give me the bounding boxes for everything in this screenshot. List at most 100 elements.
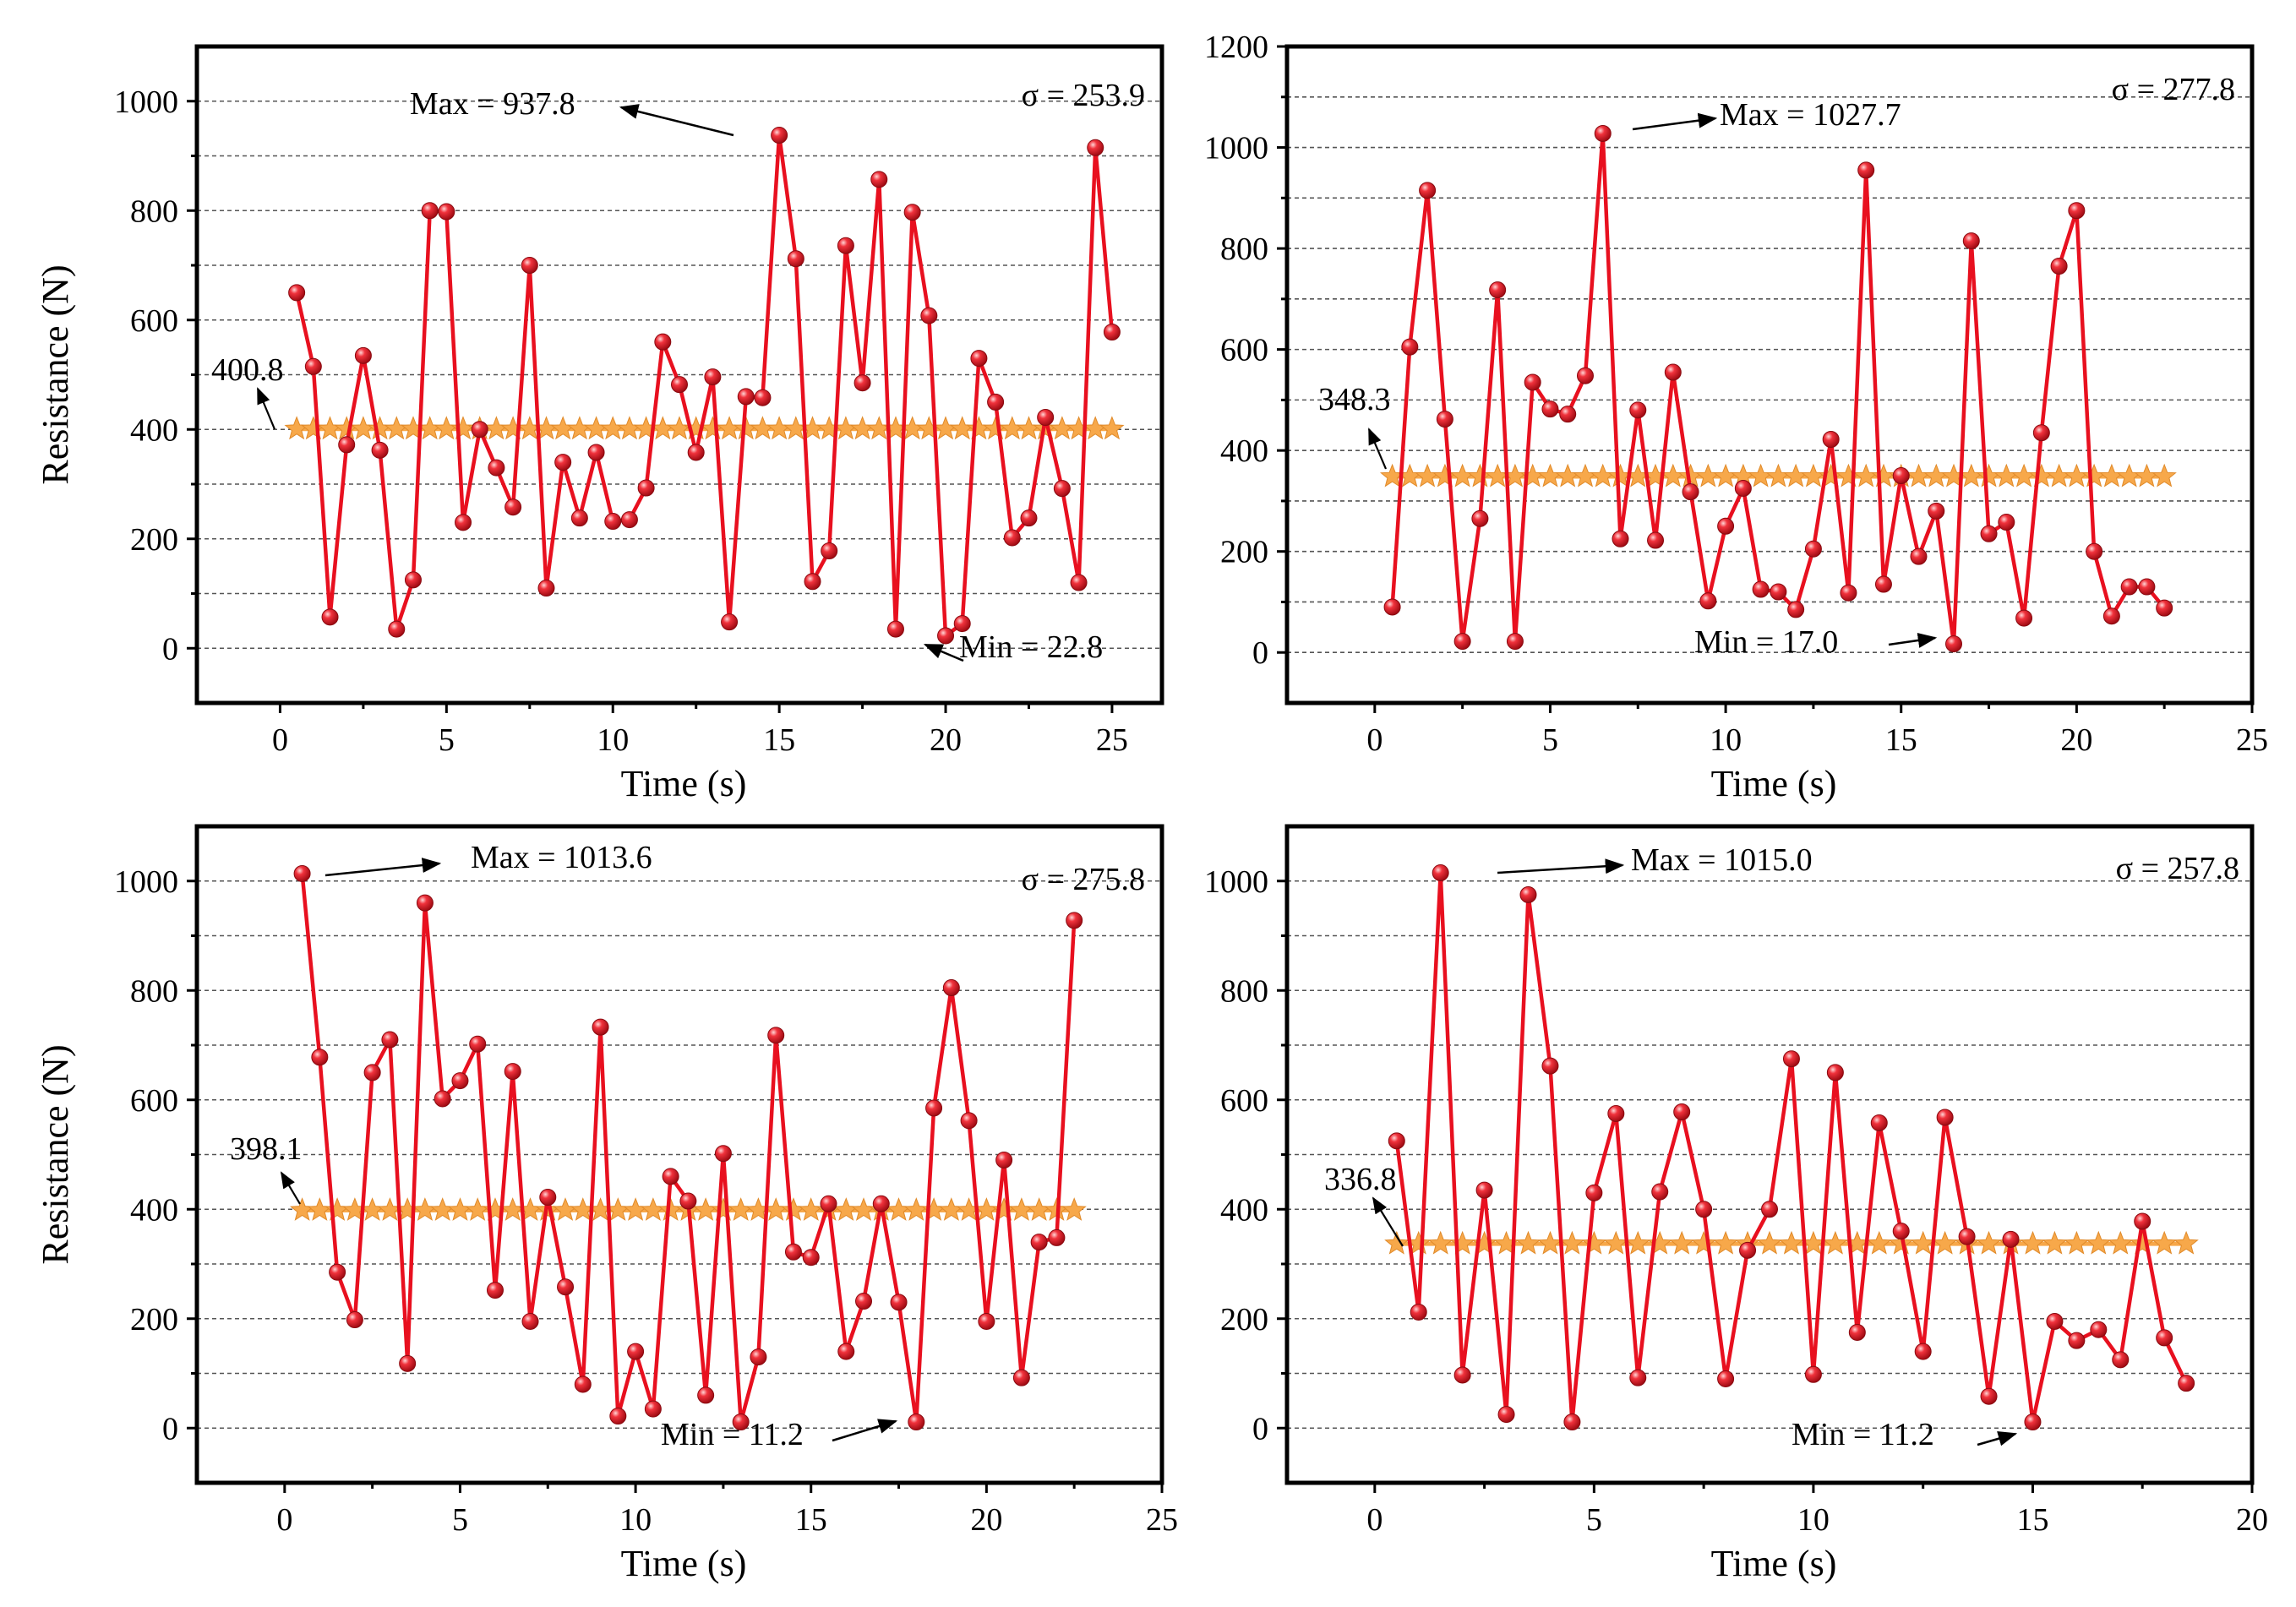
mean-star-marker (2086, 1230, 2111, 1255)
data-point (1717, 517, 1735, 535)
data-point (1870, 1114, 1888, 1131)
data-point (1910, 547, 1928, 565)
data-point (321, 608, 339, 626)
data-point (1612, 530, 1629, 547)
mean-star-marker (1061, 1197, 1087, 1221)
data-point (697, 1386, 715, 1404)
sigma-annotation: σ = 253.9 (1022, 78, 1145, 113)
data-point (627, 1343, 645, 1360)
mean-star-marker (2134, 463, 2160, 488)
mean-star-marker (1959, 463, 1984, 488)
mean-star-marker (1713, 463, 1738, 488)
data-point (1594, 124, 1612, 142)
mean-star-marker (1581, 1230, 1607, 1255)
data-point (1857, 161, 1875, 179)
mean-star-marker (324, 1197, 350, 1221)
data-point (754, 389, 772, 406)
mean-star-marker (2173, 1230, 2199, 1255)
chart-panel-bottom-left: 0 200 400 600 800 1000 0 5 10 15 20 25 Time (s) Resis… (35, 824, 1178, 1584)
data-point (732, 1413, 750, 1430)
y-tick-label: 1000 (114, 864, 178, 900)
data-point (1980, 1387, 1998, 1405)
mean-star-marker (1625, 1230, 1650, 1255)
data-point (1489, 281, 1507, 299)
data-point (455, 514, 472, 531)
data-point (1980, 525, 1998, 542)
data-point (537, 580, 555, 597)
y-tick-label: 0 (1252, 1411, 1268, 1446)
data-point (1840, 584, 1857, 602)
mean-star-marker (1695, 463, 1721, 488)
x-axis-title: Time (s) (621, 763, 747, 804)
data-point (1012, 1369, 1030, 1386)
data-point (978, 1312, 995, 1330)
data-point (2015, 609, 2033, 627)
data-point (1432, 864, 1449, 882)
min-annotation: Min = 22.8 (959, 629, 1103, 665)
data-point (1782, 1050, 1800, 1068)
mean-star-marker (799, 1197, 824, 1221)
max-annotation: Max = 1015.0 (1631, 842, 1813, 878)
data-point (1066, 912, 1083, 929)
mean-star-marker (1669, 1230, 1694, 1255)
data-point (1053, 480, 1071, 498)
data-point (1003, 529, 1021, 547)
y-tick-label: 600 (1220, 1083, 1268, 1119)
data-point (886, 620, 904, 638)
x-tick-label: 20 (2060, 722, 2092, 758)
data-point (1471, 509, 1489, 527)
min-annotation: Min = 11.2 (1792, 1417, 1934, 1452)
data-point (557, 1278, 575, 1296)
x-tick-label: 5 (439, 722, 455, 758)
data-point (354, 346, 372, 364)
plot-frame (1284, 44, 2255, 705)
min-annotation: Min = 17.0 (1694, 624, 1838, 660)
data-point (293, 864, 311, 882)
data-point (2156, 1329, 2173, 1347)
chart-panel-top-right: 0 200 400 600 800 1000 1200 0 5 10 15 20 25 Time (s) M… (1204, 30, 2268, 804)
data-point (1822, 431, 1840, 449)
data-point (381, 1031, 399, 1049)
data-point (438, 203, 455, 221)
data-point (679, 1192, 697, 1210)
data-point (554, 454, 572, 471)
data-point (1541, 1057, 1559, 1075)
data-point (903, 204, 921, 221)
data-point (539, 1189, 557, 1207)
data-point (714, 1145, 732, 1163)
mean-star-marker (2042, 1230, 2068, 1255)
data-point (1998, 514, 2015, 531)
mean-star-marker (728, 1197, 754, 1221)
mean-star-marker (1823, 1230, 1848, 1255)
data-point (1695, 1201, 1713, 1218)
mean-star-marker (1537, 1230, 1563, 1255)
mean-star-marker (1432, 463, 1458, 488)
data-point (311, 1049, 329, 1066)
x-tick-label: 15 (795, 1502, 827, 1538)
mean-star-marker (2064, 463, 2090, 488)
data-point (1401, 338, 1419, 356)
y-tick-label: 200 (1220, 535, 1268, 570)
data-point (1892, 467, 1910, 485)
data-point (587, 444, 605, 461)
data-point (1892, 1223, 1910, 1240)
y-axis-title: Resistance (N) (35, 1044, 76, 1264)
data-point (920, 307, 938, 324)
data-point (2112, 1351, 2130, 1369)
data-point (687, 444, 705, 461)
mean-star-marker (1661, 463, 1686, 488)
max-arrow (1632, 112, 1718, 131)
y-tick-label: 600 (1220, 333, 1268, 368)
mean-star-marker (2108, 1230, 2133, 1255)
data-point (1761, 1201, 1778, 1218)
mean-star-marker (886, 1197, 912, 1221)
y-tick-label: 600 (130, 1083, 178, 1119)
data-point (2156, 599, 2173, 617)
max-arrow (324, 858, 442, 877)
y-tick-label: 800 (1220, 973, 1268, 1009)
data-point (2024, 1413, 2042, 1430)
mean-star-marker (2029, 463, 2054, 488)
data-point (1541, 400, 1559, 418)
mean-annotation: 400.8 (211, 352, 284, 388)
mean-star-marker (1867, 1230, 1892, 1255)
